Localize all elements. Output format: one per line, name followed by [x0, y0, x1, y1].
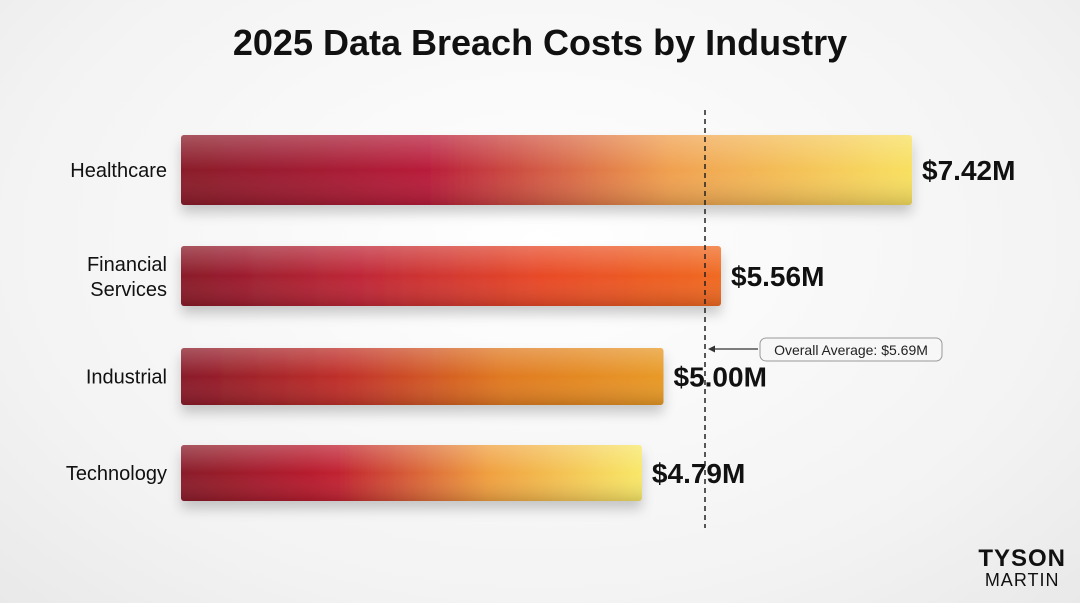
category-label: Industrial [86, 367, 167, 389]
average-label: Overall Average: $5.69M [774, 342, 928, 358]
logo: TYSON MARTIN [978, 545, 1066, 590]
category-label: Technology [66, 463, 167, 485]
chart-title: 2025 Data Breach Costs by Industry [232, 22, 848, 63]
category-label: Financial Services [87, 254, 167, 301]
value-label: $5.00M [674, 362, 767, 393]
value-label: $5.56M [731, 261, 824, 292]
value-label: $7.42M [922, 155, 1015, 186]
bar-highlight [181, 445, 642, 501]
bar-highlight [181, 348, 664, 405]
category-label: Healthcare [70, 160, 167, 182]
value-label: $4.79M [652, 458, 745, 489]
average-label-box [759, 337, 943, 362]
logo-line-1: TYSON [978, 545, 1066, 572]
logo-line-2: MARTIN [984, 570, 1060, 590]
bar-highlight [181, 135, 913, 205]
arrow-head-icon [708, 345, 715, 353]
bar-highlight [181, 246, 722, 306]
